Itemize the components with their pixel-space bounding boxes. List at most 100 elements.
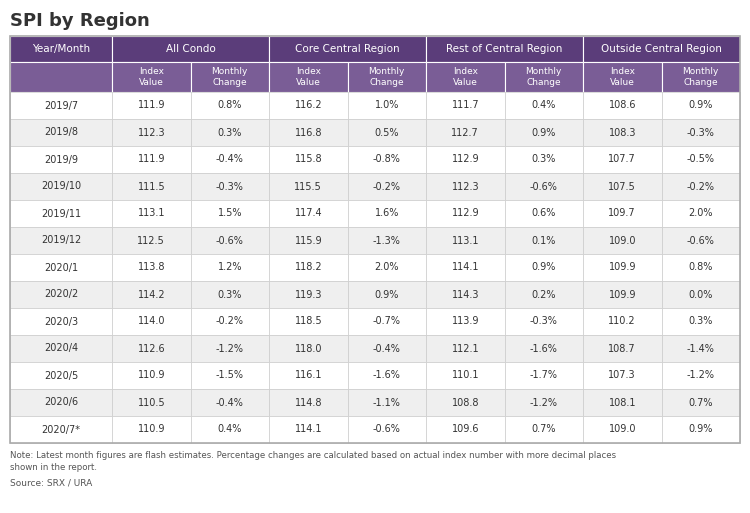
Text: 112.7: 112.7: [452, 128, 479, 137]
Bar: [10, 36, 112, 62]
Text: Rest of Central Region: Rest of Central Region: [446, 44, 562, 54]
Text: All Condo: All Condo: [166, 44, 215, 54]
Text: 109.6: 109.6: [452, 424, 479, 435]
Text: 109.0: 109.0: [608, 235, 636, 246]
Text: 2020/7*: 2020/7*: [41, 424, 80, 435]
Text: 0.4%: 0.4%: [217, 424, 242, 435]
Bar: [583, 200, 662, 227]
Bar: [347, 173, 426, 200]
Text: 0.9%: 0.9%: [532, 263, 556, 272]
Bar: [10, 308, 112, 335]
Bar: [190, 62, 269, 92]
Text: Index
Value: Index Value: [139, 67, 164, 87]
Text: -1.4%: -1.4%: [687, 344, 715, 353]
Text: -1.6%: -1.6%: [373, 370, 400, 381]
Text: 0.2%: 0.2%: [532, 289, 556, 300]
Text: -0.4%: -0.4%: [216, 398, 244, 407]
Text: 110.1: 110.1: [452, 370, 479, 381]
Text: 2.0%: 2.0%: [374, 263, 399, 272]
Bar: [112, 335, 190, 362]
Bar: [505, 254, 583, 281]
Text: 2019/8: 2019/8: [44, 128, 78, 137]
Bar: [347, 389, 426, 416]
Text: 108.8: 108.8: [452, 398, 479, 407]
Text: -0.6%: -0.6%: [216, 235, 244, 246]
Bar: [190, 200, 269, 227]
Text: -1.7%: -1.7%: [530, 370, 558, 381]
Text: -1.3%: -1.3%: [373, 235, 400, 246]
Bar: [505, 146, 583, 173]
Bar: [112, 389, 190, 416]
Text: 2020/1: 2020/1: [44, 263, 78, 272]
Text: Monthly
Change: Monthly Change: [526, 67, 562, 87]
Text: 1.5%: 1.5%: [217, 208, 242, 219]
Bar: [10, 119, 112, 146]
Bar: [583, 92, 662, 119]
Bar: [112, 362, 190, 389]
Text: -1.2%: -1.2%: [216, 344, 244, 353]
Text: 114.8: 114.8: [295, 398, 322, 407]
Bar: [583, 362, 662, 389]
Bar: [583, 389, 662, 416]
Text: 107.7: 107.7: [608, 154, 636, 165]
Bar: [347, 146, 426, 173]
Bar: [347, 335, 426, 362]
Bar: [426, 119, 505, 146]
Text: 0.3%: 0.3%: [217, 289, 242, 300]
Bar: [190, 389, 269, 416]
Text: 118.0: 118.0: [295, 344, 322, 353]
Text: 2020/5: 2020/5: [44, 370, 78, 381]
Bar: [269, 62, 347, 92]
Bar: [426, 36, 583, 62]
Bar: [426, 389, 505, 416]
Bar: [583, 281, 662, 308]
Bar: [269, 254, 347, 281]
Bar: [505, 389, 583, 416]
Text: 2019/12: 2019/12: [41, 235, 81, 246]
Text: 0.7%: 0.7%: [688, 398, 713, 407]
Bar: [583, 227, 662, 254]
Bar: [583, 146, 662, 173]
Text: 111.9: 111.9: [137, 101, 165, 110]
Text: 114.1: 114.1: [452, 263, 479, 272]
Bar: [426, 335, 505, 362]
Bar: [505, 362, 583, 389]
Bar: [190, 362, 269, 389]
Bar: [347, 200, 426, 227]
Text: -0.2%: -0.2%: [687, 182, 715, 191]
Bar: [269, 200, 347, 227]
Text: 114.1: 114.1: [295, 424, 322, 435]
Bar: [583, 416, 662, 443]
Bar: [112, 92, 190, 119]
Text: Index
Value: Index Value: [453, 67, 478, 87]
Bar: [10, 146, 112, 173]
Bar: [112, 173, 190, 200]
Text: 0.6%: 0.6%: [532, 208, 556, 219]
Text: 2019/11: 2019/11: [41, 208, 81, 219]
Bar: [662, 62, 740, 92]
Bar: [269, 281, 347, 308]
Bar: [662, 173, 740, 200]
Text: 0.3%: 0.3%: [532, 154, 556, 165]
Bar: [10, 254, 112, 281]
Bar: [583, 62, 662, 92]
Text: 116.1: 116.1: [295, 370, 322, 381]
Bar: [505, 281, 583, 308]
Bar: [426, 146, 505, 173]
Text: 113.8: 113.8: [137, 263, 165, 272]
Bar: [505, 62, 583, 92]
Text: 0.9%: 0.9%: [688, 424, 713, 435]
Bar: [347, 362, 426, 389]
Text: -0.3%: -0.3%: [216, 182, 244, 191]
Bar: [269, 227, 347, 254]
Text: 113.1: 113.1: [137, 208, 165, 219]
Bar: [10, 36, 740, 443]
Bar: [426, 362, 505, 389]
Bar: [269, 362, 347, 389]
Text: Note: Latest month figures are flash estimates. Percentage changes are calculate: Note: Latest month figures are flash est…: [10, 451, 616, 472]
Bar: [269, 92, 347, 119]
Text: Core Central Region: Core Central Region: [296, 44, 400, 54]
Bar: [269, 389, 347, 416]
Text: 2019/7: 2019/7: [44, 101, 78, 110]
Text: 2020/3: 2020/3: [44, 317, 78, 326]
